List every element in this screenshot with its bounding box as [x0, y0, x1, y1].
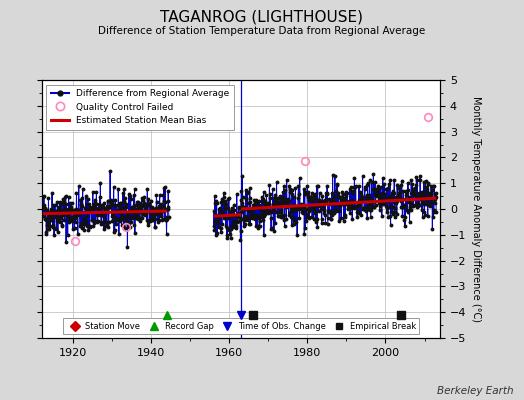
Text: Difference of Station Temperature Data from Regional Average: Difference of Station Temperature Data f…	[99, 26, 425, 36]
Legend: Station Move, Record Gap, Time of Obs. Change, Empirical Break: Station Move, Record Gap, Time of Obs. C…	[63, 318, 419, 334]
Text: Berkeley Earth: Berkeley Earth	[437, 386, 514, 396]
Text: TAGANROG (LIGHTHOUSE): TAGANROG (LIGHTHOUSE)	[160, 10, 364, 25]
Y-axis label: Monthly Temperature Anomaly Difference (°C): Monthly Temperature Anomaly Difference (…	[471, 96, 481, 322]
